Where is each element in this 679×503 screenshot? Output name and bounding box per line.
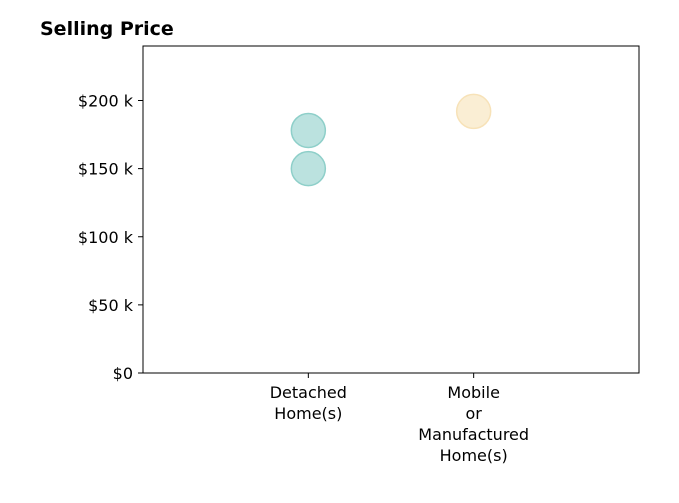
data-point [455, 93, 492, 130]
plot-frame [142, 45, 640, 374]
x-axis: Detached Home(s) Mobile or Manufactured Home(… [270, 373, 529, 465]
x-tick-label: Mobile [447, 383, 499, 402]
y-tick-label: $200 k [78, 92, 134, 111]
data-points [290, 93, 492, 187]
y-tick-label: $0 [113, 364, 133, 383]
x-tick-label: or [465, 404, 482, 423]
chart-title: Selling Price [40, 18, 174, 40]
y-axis: $0 $50 k $100 k $150 k $200 k [78, 92, 143, 383]
data-point [290, 150, 327, 187]
data-point [290, 112, 327, 149]
x-tick-label: Detached [270, 383, 347, 402]
x-tick-label: Home(s) [274, 404, 342, 423]
x-tick-label: Home(s) [440, 446, 508, 465]
y-tick-label: $100 k [78, 228, 134, 247]
y-tick-label: $50 k [88, 296, 134, 315]
x-tick-label: Manufactured [418, 425, 529, 444]
y-tick-label: $150 k [78, 160, 134, 179]
